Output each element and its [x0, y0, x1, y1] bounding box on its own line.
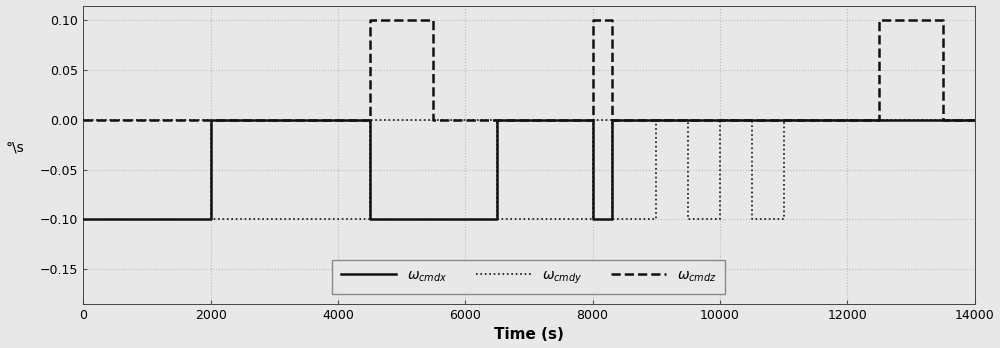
- $\omega_{cmdz}$: [873, 118, 885, 122]
- $\omega_{cmdx}$: [491, 218, 503, 222]
- $\omega_{cmdx}$: [364, 118, 376, 122]
- $\omega_{cmdy}$: [491, 218, 503, 222]
- Line: $\omega_{cmdx}$: $\omega_{cmdx}$: [83, 120, 975, 220]
- $\omega_{cmdx}$: [364, 218, 376, 222]
- $\omega_{cmdy}$: [650, 218, 662, 222]
- $\omega_{cmdx}$: [606, 218, 618, 222]
- $\omega_{cmdy}$: [778, 118, 790, 122]
- $\omega_{cmdz}$: [587, 118, 599, 122]
- $\omega_{cmdz}$: [969, 118, 981, 122]
- $\omega_{cmdz}$: [77, 118, 89, 122]
- $\omega_{cmdy}$: [606, 218, 618, 222]
- $\omega_{cmdz}$: [364, 118, 376, 122]
- $\omega_{cmdz}$: [937, 18, 949, 23]
- Y-axis label: °\s: °\s: [6, 141, 24, 155]
- $\omega_{cmdy}$: [205, 218, 217, 222]
- Legend: $\omega_{cmdx}$, $\omega_{cmdy}$, $\omega_{cmdz}$: $\omega_{cmdx}$, $\omega_{cmdy}$, $\omeg…: [332, 260, 725, 294]
- $\omega_{cmdx}$: [587, 218, 599, 222]
- $\omega_{cmdy}$: [606, 118, 618, 122]
- $\omega_{cmdz}$: [427, 18, 439, 23]
- $\omega_{cmdx}$: [491, 118, 503, 122]
- $\omega_{cmdy}$: [650, 118, 662, 122]
- Line: $\omega_{cmdy}$: $\omega_{cmdy}$: [83, 120, 975, 220]
- $\omega_{cmdy}$: [714, 118, 726, 122]
- X-axis label: Time (s): Time (s): [494, 327, 564, 342]
- $\omega_{cmdy}$: [682, 118, 694, 122]
- $\omega_{cmdy}$: [364, 218, 376, 222]
- $\omega_{cmdx}$: [205, 218, 217, 222]
- $\omega_{cmdz}$: [364, 18, 376, 23]
- Line: $\omega_{cmdz}$: $\omega_{cmdz}$: [83, 21, 975, 120]
- $\omega_{cmdz}$: [587, 18, 599, 23]
- $\omega_{cmdx}$: [77, 218, 89, 222]
- $\omega_{cmdy}$: [746, 118, 758, 122]
- $\omega_{cmdy}$: [714, 218, 726, 222]
- $\omega_{cmdy}$: [969, 118, 981, 122]
- $\omega_{cmdz}$: [606, 118, 618, 122]
- $\omega_{cmdy}$: [587, 218, 599, 222]
- $\omega_{cmdy}$: [491, 118, 503, 122]
- $\omega_{cmdz}$: [937, 118, 949, 122]
- $\omega_{cmdx}$: [606, 118, 618, 122]
- $\omega_{cmdy}$: [746, 218, 758, 222]
- $\omega_{cmdz}$: [427, 118, 439, 122]
- $\omega_{cmdz}$: [873, 18, 885, 23]
- $\omega_{cmdz}$: [606, 18, 618, 23]
- $\omega_{cmdy}$: [587, 118, 599, 122]
- $\omega_{cmdx}$: [205, 118, 217, 122]
- $\omega_{cmdy}$: [682, 218, 694, 222]
- $\omega_{cmdx}$: [587, 118, 599, 122]
- $\omega_{cmdx}$: [969, 118, 981, 122]
- $\omega_{cmdy}$: [778, 218, 790, 222]
- $\omega_{cmdy}$: [364, 118, 376, 122]
- $\omega_{cmdy}$: [77, 118, 89, 122]
- $\omega_{cmdy}$: [205, 118, 217, 122]
